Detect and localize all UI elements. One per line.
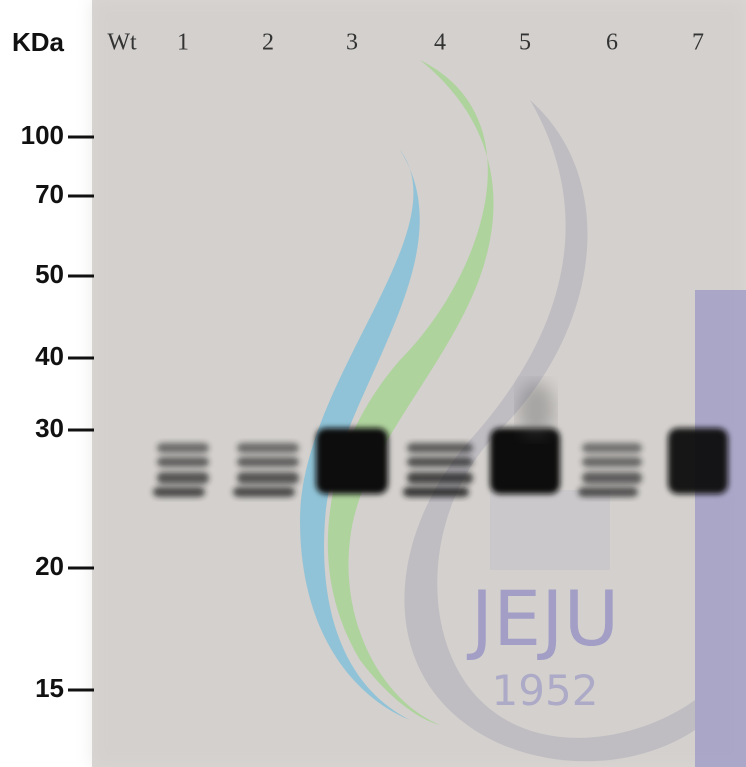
band [407,472,473,484]
band [237,472,299,484]
band [316,428,388,494]
watermark-bar [695,290,746,767]
lane-label: Wt [107,30,137,56]
band [407,443,473,453]
lane-label: 7 [692,30,704,56]
marker-label: 15 [35,673,64,703]
band [157,457,209,467]
band [233,487,295,497]
band [407,457,473,467]
band [582,443,642,453]
smear [518,382,554,438]
lane-label: 4 [434,30,446,56]
band [490,428,560,494]
lane-label: 3 [346,30,358,56]
watermark-year: 1952 [492,666,599,715]
lane-label: 5 [519,30,531,56]
watermark-emblem [490,490,610,570]
lane-label: 2 [262,30,274,56]
band [153,487,205,497]
watermark-swoosh-blue [300,150,420,720]
bands [153,382,728,497]
band [403,487,469,497]
band [237,457,299,467]
watermark-name: JEJU [467,574,619,663]
marker-label: 70 [35,179,64,209]
marker-label: 40 [35,341,64,371]
band [582,457,642,467]
marker-label: 30 [35,413,64,443]
band [578,487,638,497]
band [582,472,642,484]
marker-label: 100 [21,120,64,150]
band [668,428,728,494]
band [237,443,299,453]
band [157,443,209,453]
lane-label: 1 [177,30,189,56]
lane-label: 6 [606,30,618,56]
watermark-swoosh-green [327,60,494,725]
band [157,472,209,484]
marker-label: 50 [35,259,64,289]
unit-label: KDa [12,27,65,57]
marker-label: 20 [35,551,64,581]
